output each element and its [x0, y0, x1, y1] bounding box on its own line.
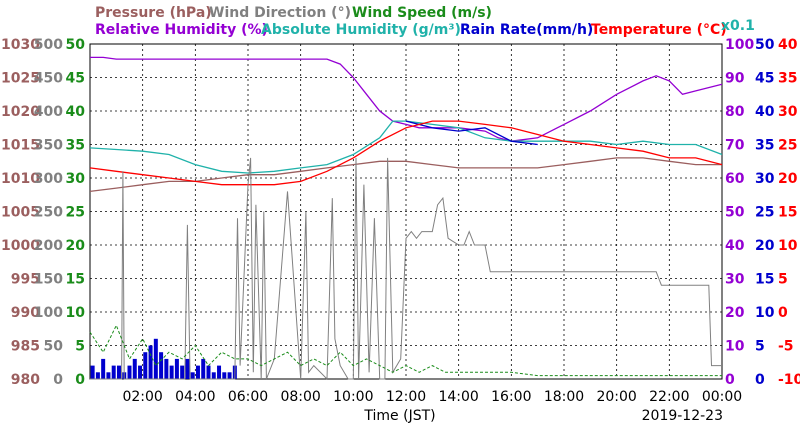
tick-label-temperature: 15 — [778, 205, 797, 221]
tick-label-rain-rate: 25 — [755, 205, 774, 221]
tick-label-pressure: 1030 — [1, 37, 40, 53]
tick-label-pressure: 1000 — [1, 238, 40, 254]
tick-label-humidity: 80 — [725, 104, 745, 120]
series-line-wind-speed — [89, 324, 722, 377]
x-tick-label: 14:00 — [438, 389, 478, 405]
legend-pressure: Pressure (hPa) — [95, 5, 212, 21]
tick-label-wind-direction: 300 — [34, 171, 63, 187]
tick-label-humidity: 20 — [725, 305, 745, 321]
series-line-rain-rate — [405, 120, 538, 146]
tick-label-temperature: 10 — [778, 238, 798, 254]
tick-label-wind-direction: 450 — [34, 71, 63, 87]
x-tick-label: 20:00 — [596, 389, 636, 405]
x-tick-label: 10:00 — [333, 389, 373, 405]
tick-label-rain-rate: 0 — [755, 372, 765, 388]
x-tick-label: 08:00 — [280, 389, 320, 405]
tick-label-humidity: 10 — [725, 339, 745, 355]
tick-label-pressure: 1005 — [1, 205, 40, 221]
tick-label-wind-direction: 150 — [34, 272, 63, 288]
x-tick-label: 12:00 — [386, 389, 426, 405]
tick-label-rain-rate: 50 — [755, 37, 775, 53]
tick-label-wind-speed: 10 — [66, 305, 86, 321]
tick-label-rain-rate: 15 — [755, 272, 774, 288]
legend-relative-humidity: Relative Humidity (%) — [95, 22, 268, 38]
tick-label-rain-rate: 10 — [755, 305, 775, 321]
legend-wind-speed: Wind Speed (m/s) — [352, 5, 492, 21]
tick-label-pressure: 985 — [11, 339, 40, 355]
tick-label-temperature: -5 — [778, 339, 794, 355]
tick-label-rain-rate: 45 — [755, 71, 774, 87]
tick-label-wind-direction: 250 — [34, 205, 63, 221]
tick-label-pressure: 995 — [11, 272, 40, 288]
series-line-absolute-humidity — [89, 120, 723, 174]
tick-label-humidity: 40 — [725, 238, 745, 254]
tick-label-humidity: 30 — [725, 272, 745, 288]
legend-absolute-humidity: Absolute Humidity (g/m³) — [261, 22, 461, 38]
tick-label-temperature: 40 — [778, 37, 798, 53]
tick-label-wind-speed: 30 — [66, 171, 86, 187]
tick-label-wind-speed: 20 — [66, 238, 86, 254]
series-line-relative-humidity — [90, 56, 723, 142]
tick-label-wind-direction: 400 — [34, 104, 63, 120]
x-tick-label: 22:00 — [649, 389, 689, 405]
tick-label-temperature: 0 — [778, 305, 788, 321]
scale-note: x0.1 — [721, 18, 755, 34]
tick-label-wind-speed: 50 — [66, 37, 86, 53]
series-line-wind-direction — [90, 157, 722, 381]
tick-label-wind-direction: 50 — [44, 339, 64, 355]
tick-label-pressure: 980 — [11, 372, 40, 388]
tick-label-wind-direction: 350 — [34, 138, 63, 154]
tick-label-pressure: 1025 — [1, 71, 40, 87]
tick-label-rain-rate: 35 — [755, 138, 774, 154]
legend-temperature: Temperature (°C) — [591, 22, 727, 38]
tick-label-wind-speed: 35 — [66, 138, 85, 154]
x-tick-label: 02:00 — [122, 389, 162, 405]
tick-label-temperature: 5 — [778, 272, 788, 288]
tick-label-temperature: 25 — [778, 138, 797, 154]
tick-label-wind-speed: 25 — [66, 205, 85, 221]
tick-label-temperature: -10 — [778, 372, 800, 388]
tick-label-pressure: 1015 — [1, 138, 40, 154]
tick-label-humidity: 100 — [725, 37, 754, 53]
x-tick-label: 00:00 — [702, 389, 742, 405]
tick-label-temperature: 30 — [778, 104, 798, 120]
x-tick-label: 06:00 — [228, 389, 268, 405]
tick-label-humidity: 70 — [725, 138, 745, 154]
tick-label-wind-speed: 40 — [66, 104, 86, 120]
tick-label-pressure: 1010 — [1, 171, 40, 187]
tick-label-wind-direction: 100 — [34, 305, 63, 321]
tick-label-pressure: 990 — [11, 305, 40, 321]
tick-label-wind-direction: 0 — [53, 372, 63, 388]
legend-wind-direction: Wind Direction (°) — [209, 5, 351, 21]
tick-label-temperature: 35 — [778, 71, 797, 87]
tick-label-humidity: 0 — [725, 372, 735, 388]
tick-label-pressure: 1020 — [1, 104, 40, 120]
x-tick-label: 18:00 — [544, 389, 584, 405]
tick-label-wind-speed: 15 — [66, 272, 85, 288]
tick-label-rain-rate: 30 — [755, 171, 775, 187]
x-tick-label: 16:00 — [491, 389, 531, 405]
tick-label-humidity: 50 — [725, 205, 745, 221]
tick-label-temperature: 20 — [778, 171, 798, 187]
tick-label-rain-rate: 5 — [755, 339, 765, 355]
tick-label-wind-direction: 200 — [34, 238, 63, 254]
tick-label-wind-speed: 0 — [75, 372, 85, 388]
plot-area: 1030102510201015101010051000995990985980… — [1, 37, 800, 405]
tick-label-wind-speed: 5 — [75, 339, 85, 355]
tick-label-rain-rate: 20 — [755, 238, 775, 254]
tick-label-humidity: 90 — [725, 71, 745, 87]
tick-label-wind-speed: 45 — [66, 71, 85, 87]
legend-rain-rate: Rain Rate(mm/h) — [460, 22, 593, 38]
date-label: 2019-12-23 — [642, 408, 723, 424]
tick-label-rain-rate: 40 — [755, 104, 775, 120]
x-tick-label: 04:00 — [175, 389, 215, 405]
tick-label-wind-direction: 500 — [34, 37, 63, 53]
x-axis-label: Time (JST) — [363, 408, 435, 424]
series-line-temperature — [89, 120, 723, 186]
tick-label-humidity: 60 — [725, 171, 745, 187]
